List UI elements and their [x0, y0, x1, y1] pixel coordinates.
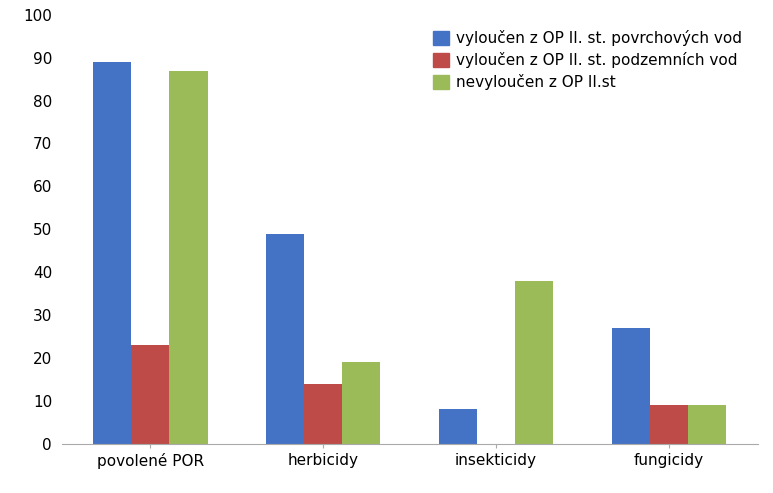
Bar	[515, 281, 553, 444]
Bar	[688, 405, 726, 444]
Bar	[439, 409, 477, 444]
Bar	[94, 62, 131, 444]
Bar	[131, 345, 169, 444]
Bar	[266, 234, 305, 444]
Bar	[342, 362, 380, 444]
Legend: vyloučen z OP II. st. povrchových vod, vyloučen z OP II. st. podzemních vod, nev: vyloučen z OP II. st. povrchových vod, v…	[426, 22, 750, 98]
Bar	[650, 405, 688, 444]
Bar	[612, 328, 650, 444]
Bar	[305, 384, 342, 444]
Bar	[169, 70, 207, 444]
